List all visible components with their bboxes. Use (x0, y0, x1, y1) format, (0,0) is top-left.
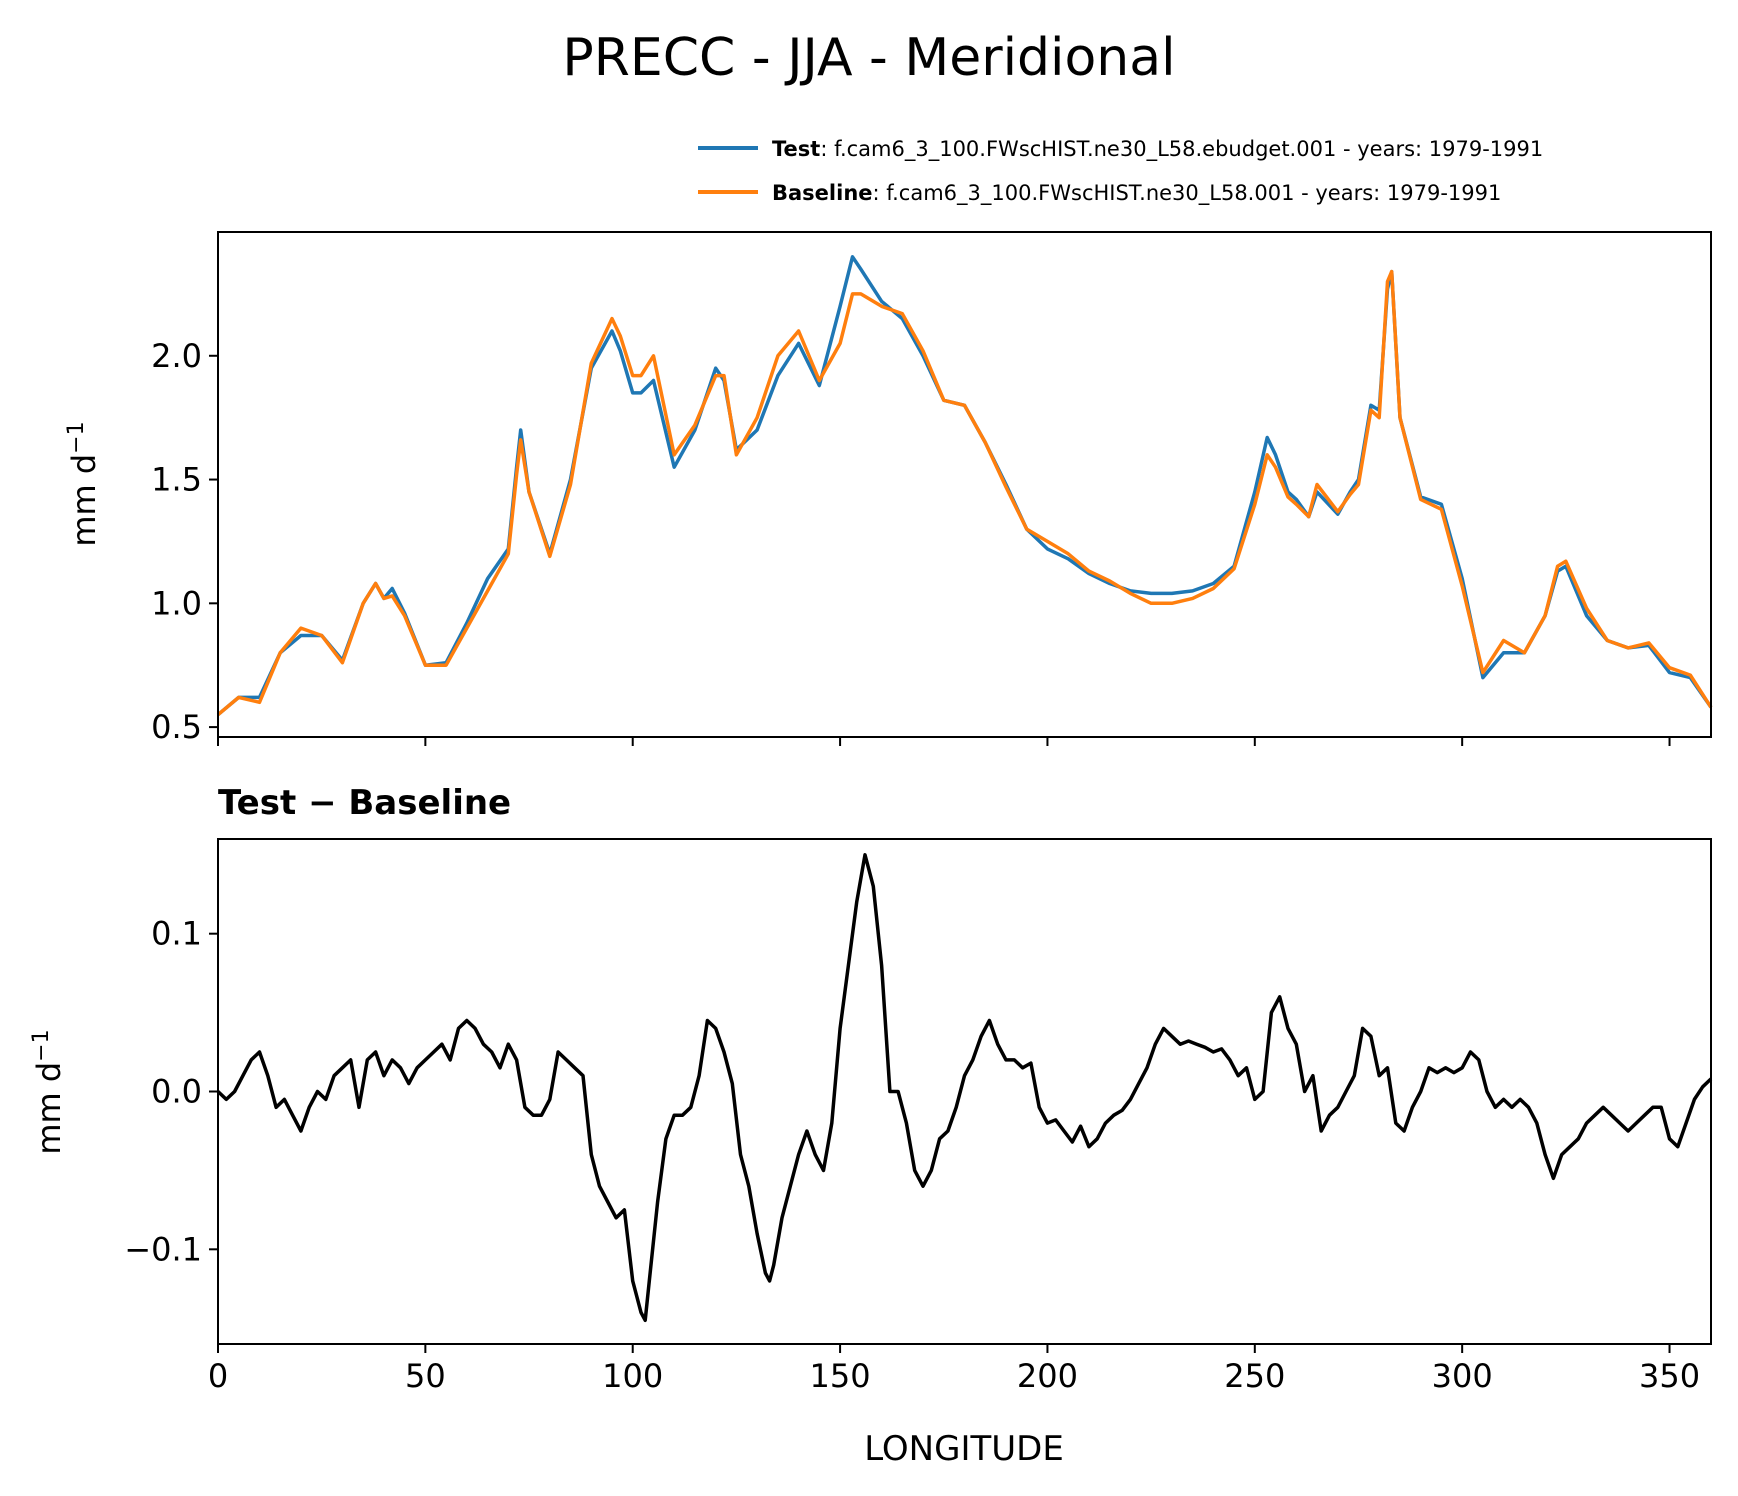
bottom-x-ticks: 0 50 100 150 200 250 300 350 (208, 1344, 1700, 1395)
bottom-x-tick-label: 150 (810, 1357, 871, 1395)
bottom-x-tick-label: 100 (602, 1357, 663, 1395)
legend-baseline-text: : f.cam6_3_100.FWscHIST.ne30_L58.001 - y… (873, 181, 1502, 206)
bottom-x-tick-label: 300 (1432, 1357, 1493, 1395)
bottom-y-ticks: −0.1 0.0 0.1 (124, 915, 218, 1268)
top-series-baseline (216, 269, 1713, 717)
bottom-x-tick-label: 50 (405, 1357, 446, 1395)
top-y-tick-label: 1.5 (151, 461, 202, 499)
bottom-panel-title: Test − Baseline (218, 783, 511, 823)
top-y-ticks: 0.5 1.0 1.5 2.0 (151, 337, 218, 746)
legend-baseline-label: Baseline (772, 181, 873, 205)
bottom-x-tick-label: 350 (1639, 1357, 1700, 1395)
bottom-y-label-unit: mm d (30, 1062, 68, 1155)
top-panel: 0.5 1.0 1.5 2.0 mm d−1 (64, 231, 1713, 746)
legend-test-text: : f.cam6_3_100.FWscHIST.ne30_L58.ebudget… (820, 137, 1543, 162)
bottom-series-test-baseline (216, 853, 1713, 1323)
legend-test-label: Test (772, 137, 820, 161)
bottom-y-tick-label: −0.1 (124, 1230, 202, 1268)
bottom-x-tick-label: 200 (1017, 1357, 1078, 1395)
top-y-label-unit: mm d (65, 454, 103, 547)
bottom-y-tick-label: 0.0 (151, 1073, 202, 1111)
x-axis-label: LONGITUDE (864, 1429, 1064, 1469)
legend: Test: f.cam6_3_100.FWscHIST.ne30_L58.ebu… (698, 137, 1543, 206)
top-axes-frame (217, 231, 1712, 738)
bottom-y-label: mm d−1 (29, 1029, 68, 1154)
chart-title: PRECC - JJA - Meridional (562, 28, 1175, 88)
bottom-y-tick-label: 0.1 (151, 915, 202, 953)
top-series-test (216, 255, 1713, 717)
top-y-tick-label: 0.5 (151, 708, 202, 746)
top-y-tick-label: 2.0 (151, 337, 202, 375)
legend-test-entry: Test: f.cam6_3_100.FWscHIST.ne30_L58.ebu… (772, 137, 1543, 162)
top-y-tick-label: 1.0 (151, 584, 202, 622)
top-y-label: mm d−1 (64, 421, 103, 546)
bottom-x-tick-label: 250 (1224, 1357, 1285, 1395)
top-series-lines (216, 255, 1713, 717)
top-x-ticks (217, 737, 1671, 746)
top-y-label-exponent: −1 (64, 421, 89, 453)
bottom-series-lines (216, 853, 1713, 1323)
legend-baseline-entry: Baseline: f.cam6_3_100.FWscHIST.ne30_L58… (772, 181, 1501, 206)
bottom-x-tick-label: 0 (208, 1357, 228, 1395)
bottom-y-label-exponent: −1 (29, 1029, 54, 1061)
bottom-panel: Test − Baseline −0.1 0.0 0.1 0 50 100 150 200 2… (29, 783, 1713, 1469)
